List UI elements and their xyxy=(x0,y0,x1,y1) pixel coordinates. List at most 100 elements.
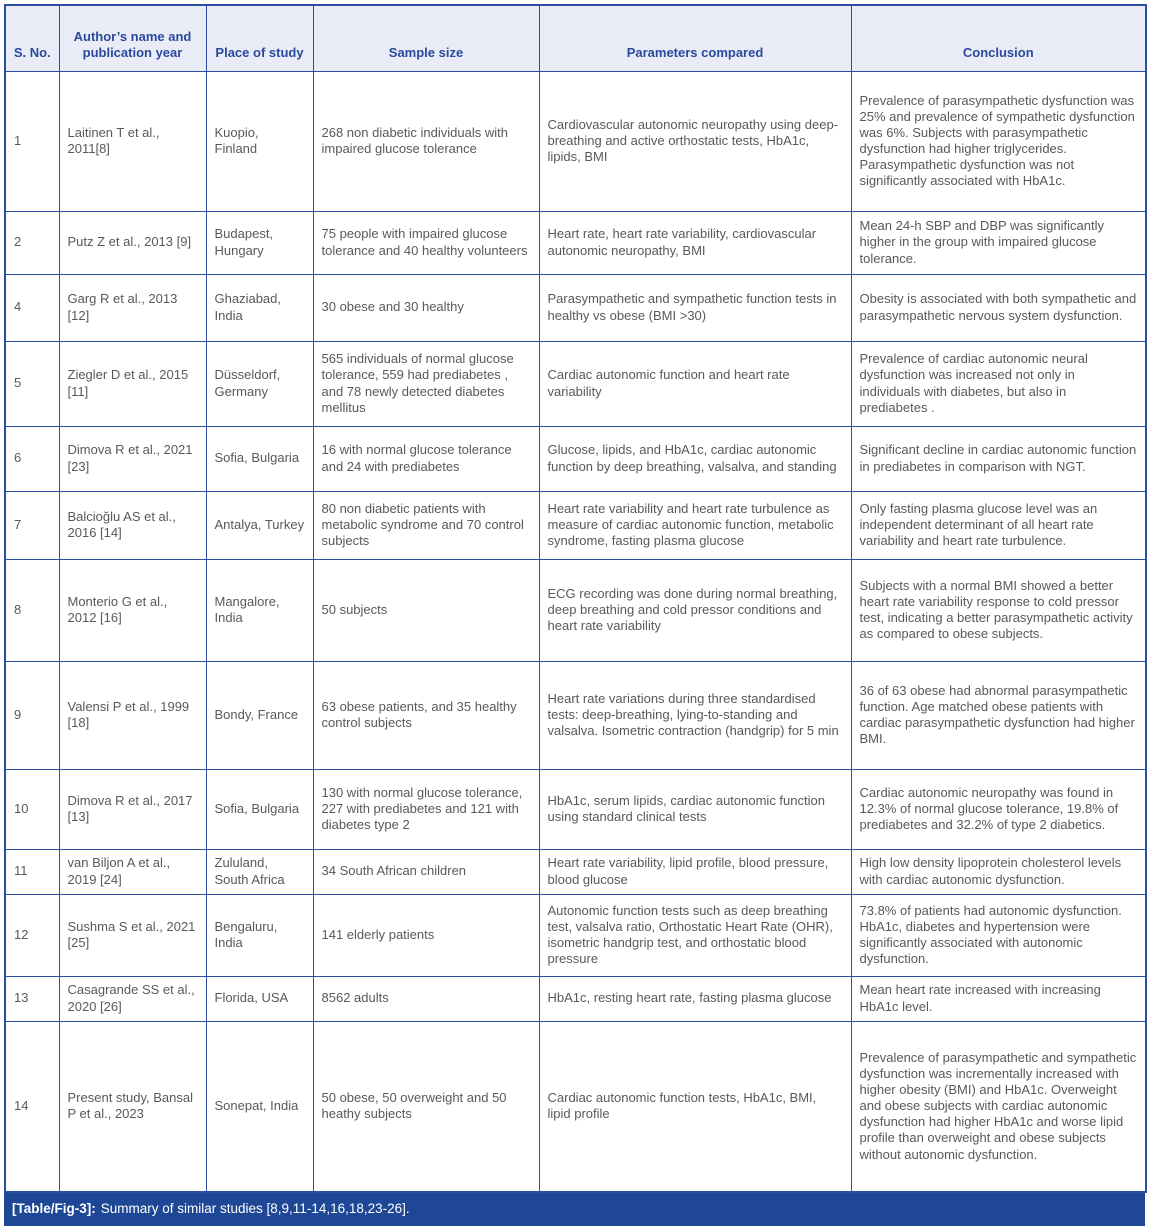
cell-place: Bengaluru, India xyxy=(205,893,314,977)
cell-author: Ziegler D et al., 2015 [11] xyxy=(58,340,207,427)
cell-author: Balcioğlu AS et al., 2016 [14] xyxy=(58,490,207,560)
caption-text: Summary of similar studies [8,9,11-14,16… xyxy=(100,1201,410,1216)
cell-parameters: Parasympathetic and sympathetic function… xyxy=(538,273,852,342)
cell-sno: 6 xyxy=(4,425,60,492)
cell-parameters: HbA1c, serum lipids, cardiac autonomic f… xyxy=(538,768,852,850)
table-caption: [Table/Fig-3]: Summary of similar studies… xyxy=(4,1193,1145,1227)
cell-sample: 50 subjects xyxy=(312,558,540,662)
table-row-10: 10 Dimova R et al., 2017 [13] Sofia, Bulga… xyxy=(4,768,1147,850)
table-row-14: 14 Present study, Bansal P et al., 2023 So… xyxy=(4,1020,1147,1193)
cell-sno: 11 xyxy=(4,848,60,895)
cell-sample: 565 individuals of normal glucose tolera… xyxy=(312,340,540,427)
cell-parameters: Cardiac autonomic function and heart rat… xyxy=(538,340,852,427)
cell-parameters: Heart rate variability, lipid profile, b… xyxy=(538,848,852,895)
column-header-3: Place of study xyxy=(205,4,314,72)
cell-author: Monterio G et al., 2012 [16] xyxy=(58,558,207,662)
cell-sample: 268 non diabetic individuals with impair… xyxy=(312,70,540,212)
cell-conclusion: 73.8% of patients had autonomic dysfunct… xyxy=(850,893,1147,977)
table-row-12: 12 Sushma S et al., 2021 [25] Bengaluru, I… xyxy=(4,893,1147,977)
cell-place: Sonepat, India xyxy=(205,1020,314,1193)
table-row-4: 4 Garg R et al., 2013 [12] Ghaziabad, Indi… xyxy=(4,273,1147,342)
cell-sample: 16 with normal glucose tolerance and 24 … xyxy=(312,425,540,492)
cell-sno: 2 xyxy=(4,210,60,275)
cell-sample: 141 elderly patients xyxy=(312,893,540,977)
cell-sample: 34 South African children xyxy=(312,848,540,895)
column-header-6: Conclusion xyxy=(850,4,1147,72)
cell-author: van Biljon A et al., 2019 [24] xyxy=(58,848,207,895)
table-row-13: 13 Casagrande SS et al., 2020 [26] Florida… xyxy=(4,975,1147,1022)
cell-conclusion: Prevalence of parasympathetic and sympat… xyxy=(850,1020,1147,1193)
cell-conclusion: Mean heart rate increased with increasin… xyxy=(850,975,1147,1022)
cell-conclusion: Prevalence of cardiac autonomic neural d… xyxy=(850,340,1147,427)
cell-parameters: Cardiac autonomic function tests, HbA1c,… xyxy=(538,1020,852,1193)
table-header-row: S. No. Author’s name and publication year… xyxy=(4,4,1147,72)
cell-author: Dimova R et al., 2021 [23] xyxy=(58,425,207,492)
cell-place: Düsseldorf, Germany xyxy=(205,340,314,427)
table-body: 1 Laitinen T et al., 2011[8] Kuopio, Finla… xyxy=(4,70,1147,1193)
cell-parameters: Cardiovascular autonomic neuropathy usin… xyxy=(538,70,852,212)
column-header-4: Sample size xyxy=(312,4,540,72)
cell-parameters: ECG recording was done during normal bre… xyxy=(538,558,852,662)
column-header-5: Parameters compared xyxy=(538,4,852,72)
table-row-6: 6 Dimova R et al., 2021 [23] Sofia, Bulgar… xyxy=(4,425,1147,492)
cell-sno: 1 xyxy=(4,70,60,212)
cell-conclusion: Subjects with a normal BMI showed a bett… xyxy=(850,558,1147,662)
cell-sno: 4 xyxy=(4,273,60,342)
cell-author: Present study, Bansal P et al., 2023 xyxy=(58,1020,207,1193)
cell-conclusion: 36 of 63 obese had abnormal parasympathe… xyxy=(850,660,1147,770)
cell-conclusion: Only fasting plasma glucose level was an… xyxy=(850,490,1147,560)
cell-place: Florida, USA xyxy=(205,975,314,1022)
cell-sno: 14 xyxy=(4,1020,60,1193)
cell-place: Sofia, Bulgaria xyxy=(205,425,314,492)
cell-parameters: Heart rate variations during three stand… xyxy=(538,660,852,770)
cell-sno: 10 xyxy=(4,768,60,850)
cell-parameters: Autonomic function tests such as deep br… xyxy=(538,893,852,977)
cell-author: Casagrande SS et al., 2020 [26] xyxy=(58,975,207,1022)
cell-author: Dimova R et al., 2017 [13] xyxy=(58,768,207,850)
table-row-2: 2 Putz Z et al., 2013 [9] Budapest, Hungar… xyxy=(4,210,1147,275)
cell-author: Laitinen T et al., 2011[8] xyxy=(58,70,207,212)
cell-parameters: Heart rate, heart rate variability, card… xyxy=(538,210,852,275)
cell-sno: 8 xyxy=(4,558,60,662)
cell-place: Budapest, Hungary xyxy=(205,210,314,275)
cell-author: Garg R et al., 2013 [12] xyxy=(58,273,207,342)
table-row-7: 7 Balcioğlu AS et al., 2016 [14] Antalya, … xyxy=(4,490,1147,560)
caption-label: [Table/Fig-3]: xyxy=(12,1201,96,1216)
cell-sample: 63 obese patients, and 35 healthy contro… xyxy=(312,660,540,770)
table-row-9: 9 Valensi P et al., 1999 [18] Bondy, Franc… xyxy=(4,660,1147,770)
cell-conclusion: Mean 24-h SBP and DBP was significantly … xyxy=(850,210,1147,275)
cell-conclusion: Obesity is associated with both sympathe… xyxy=(850,273,1147,342)
table-row-11: 11 van Biljon A et al., 2019 [24] Zululand… xyxy=(4,848,1147,895)
cell-sample: 30 obese and 30 healthy xyxy=(312,273,540,342)
cell-parameters: Heart rate variability and heart rate tu… xyxy=(538,490,852,560)
cell-place: Antalya, Turkey xyxy=(205,490,314,560)
table-row-1: 1 Laitinen T et al., 2011[8] Kuopio, Finla… xyxy=(4,70,1147,212)
table-row-5: 5 Ziegler D et al., 2015 [11] Düsseldorf, … xyxy=(4,340,1147,427)
cell-conclusion: High low density lipoprotein cholesterol… xyxy=(850,848,1147,895)
cell-conclusion: Cardiac autonomic neuropathy was found i… xyxy=(850,768,1147,850)
cell-conclusion: Significant decline in cardiac autonomic… xyxy=(850,425,1147,492)
cell-place: Ghaziabad, India xyxy=(205,273,314,342)
cell-place: Bondy, France xyxy=(205,660,314,770)
cell-sno: 13 xyxy=(4,975,60,1022)
cell-sample: 130 with normal glucose tolerance, 227 w… xyxy=(312,768,540,850)
cell-place: Zululand, South Africa xyxy=(205,848,314,895)
cell-sample: 8562 adults xyxy=(312,975,540,1022)
column-header-2: Author’s name and publication year xyxy=(58,4,207,72)
cell-author: Putz Z et al., 2013 [9] xyxy=(58,210,207,275)
cell-conclusion: Prevalence of parasympathetic dysfunctio… xyxy=(850,70,1147,212)
table-head: S. No. Author’s name and publication year… xyxy=(4,4,1147,72)
cell-place: Mangalore, India xyxy=(205,558,314,662)
cell-place: Sofia, Bulgaria xyxy=(205,768,314,850)
cell-author: Sushma S et al., 2021 [25] xyxy=(58,893,207,977)
summary-table: S. No. Author’s name and publication year… xyxy=(4,4,1147,1193)
column-header-1: S. No. xyxy=(4,4,60,72)
cell-place: Kuopio, Finland xyxy=(205,70,314,212)
cell-sample: 50 obese, 50 overweight and 50 heathy su… xyxy=(312,1020,540,1193)
cell-sno: 5 xyxy=(4,340,60,427)
cell-parameters: HbA1c, resting heart rate, fasting plasm… xyxy=(538,975,852,1022)
cell-sno: 12 xyxy=(4,893,60,977)
cell-parameters: Glucose, lipids, and HbA1c, cardiac auto… xyxy=(538,425,852,492)
table-row-8: 8 Monterio G et al., 2012 [16] Mangalore, … xyxy=(4,558,1147,662)
